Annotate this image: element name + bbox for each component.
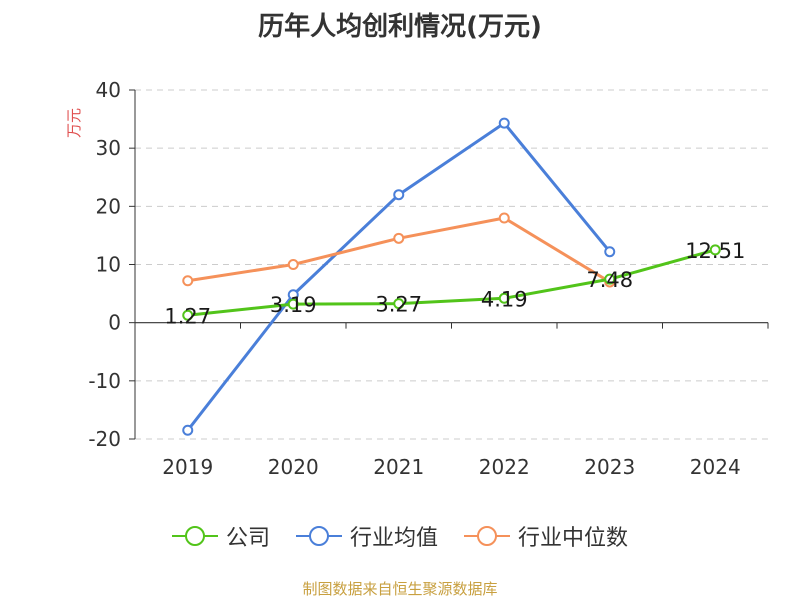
- legend-label: 行业均值: [349, 526, 438, 551]
- y-tick-label: 30: [96, 136, 121, 160]
- legend: 公司 行业均值 行业中位数: [0, 520, 800, 552]
- y-tick-label: 0: [108, 311, 121, 335]
- data-label: 12.51: [685, 239, 745, 263]
- legend-label: 行业中位数: [518, 526, 629, 551]
- data-point: [393, 189, 405, 201]
- x-tick-label: 2019: [162, 455, 213, 479]
- data-label: 1.27: [164, 304, 211, 328]
- data-point: [498, 292, 510, 304]
- y-tick-label: -20: [88, 427, 121, 451]
- data-point: [182, 424, 194, 436]
- y-tick-label: 20: [96, 194, 121, 218]
- x-tick-label: 2020: [268, 455, 319, 479]
- data-point: [393, 298, 405, 310]
- data-point: [287, 259, 299, 270]
- legend-marker: [184, 526, 205, 546]
- source-note: 制图数据来自恒生聚源数据库: [302, 580, 498, 598]
- x-tick-label: 2023: [584, 455, 635, 479]
- legend-item-1[interactable]: 行业均值: [295, 520, 438, 552]
- legend-marker: [308, 526, 329, 546]
- data-point: [709, 244, 721, 256]
- data-label: 4.19: [481, 287, 528, 311]
- data-point: [498, 117, 510, 129]
- legend-swatch: [464, 526, 510, 546]
- legend-item-2[interactable]: 行业中位数: [464, 520, 628, 552]
- data-point: [393, 232, 405, 244]
- x-tick-label: 2021: [373, 455, 424, 479]
- data-point: [182, 309, 194, 321]
- data-point: [287, 298, 299, 310]
- series-line-2: [187, 216, 611, 284]
- y-tick-label: -10: [88, 369, 121, 393]
- x-tick-label: 2022: [479, 455, 530, 479]
- y-tick-label: 10: [96, 253, 121, 277]
- series-line-0: [187, 248, 716, 317]
- data-point: [182, 275, 194, 287]
- legend-item-0[interactable]: 公司: [171, 520, 270, 552]
- series-line-1: [186, 121, 611, 432]
- x-tick-label: 2024: [690, 455, 741, 479]
- data-point: [498, 212, 510, 224]
- legend-swatch: [295, 526, 342, 546]
- data-point: [604, 273, 616, 285]
- y-tick-label: 40: [96, 78, 121, 102]
- legend-label: 公司: [225, 526, 270, 551]
- y-axis-label: 万元: [65, 108, 83, 138]
- data-label: 3.27: [375, 293, 422, 317]
- data-label: 7.48: [586, 268, 633, 292]
- data-label: 3.19: [270, 293, 317, 317]
- legend-swatch: [171, 526, 218, 546]
- chart-title: 历年人均创利情况(万元): [258, 12, 542, 42]
- legend-marker: [477, 526, 497, 546]
- data-point: [604, 246, 616, 258]
